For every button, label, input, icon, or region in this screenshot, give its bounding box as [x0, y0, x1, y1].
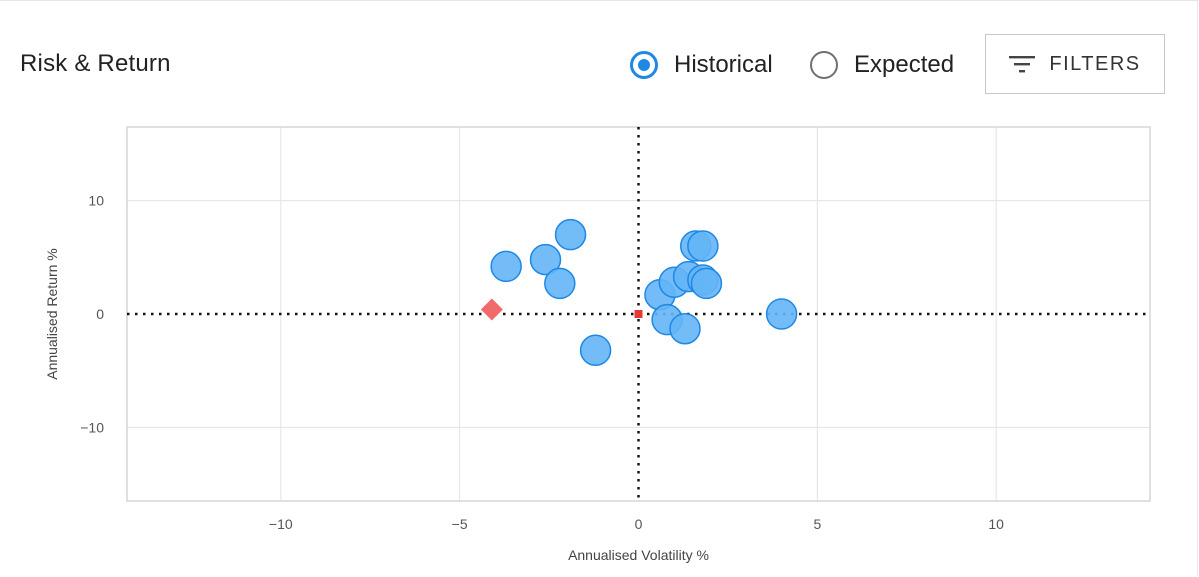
data-point	[490, 250, 522, 283]
data-point	[690, 267, 723, 300]
radio-historical[interactable]: Historical	[630, 48, 773, 82]
filters-button[interactable]: FILTERS	[985, 34, 1165, 94]
filters-label: FILTERS	[1049, 52, 1141, 75]
data-point	[669, 312, 701, 345]
page-title: Risk & Return	[20, 50, 171, 77]
data-point	[579, 334, 612, 367]
reference-lines	[127, 127, 1150, 501]
radio-expected[interactable]: Expected	[810, 48, 954, 82]
data-points	[480, 218, 798, 367]
x-tick-label: 10	[988, 516, 1004, 532]
x-tick-label: 0	[635, 516, 643, 532]
y-tick-label: 10	[88, 193, 104, 209]
data-point	[765, 298, 798, 330]
radio-unchecked-icon	[810, 51, 838, 79]
data-point	[529, 243, 562, 276]
data-point	[544, 267, 576, 300]
radio-historical-label: Historical	[674, 51, 773, 78]
y-tick-label: −10	[80, 419, 104, 435]
x-axis-title: Annualised Volatility %	[568, 547, 709, 563]
tick-labels: −10 −5 0 5 10 −10 0 10	[80, 193, 1004, 532]
data-point	[554, 218, 587, 251]
benchmark-point	[480, 298, 503, 321]
y-tick-label: 0	[96, 306, 104, 322]
filter-lines-icon	[1009, 56, 1036, 73]
x-tick-label: −5	[452, 516, 468, 532]
origin-point	[634, 310, 643, 318]
radio-checked-icon	[630, 51, 658, 79]
data-point	[687, 230, 719, 262]
x-tick-label: −10	[269, 516, 293, 532]
x-tick-label: 5	[813, 516, 821, 532]
radio-expected-label: Expected	[854, 51, 955, 78]
y-axis-title: Annualised Return %	[44, 248, 60, 380]
